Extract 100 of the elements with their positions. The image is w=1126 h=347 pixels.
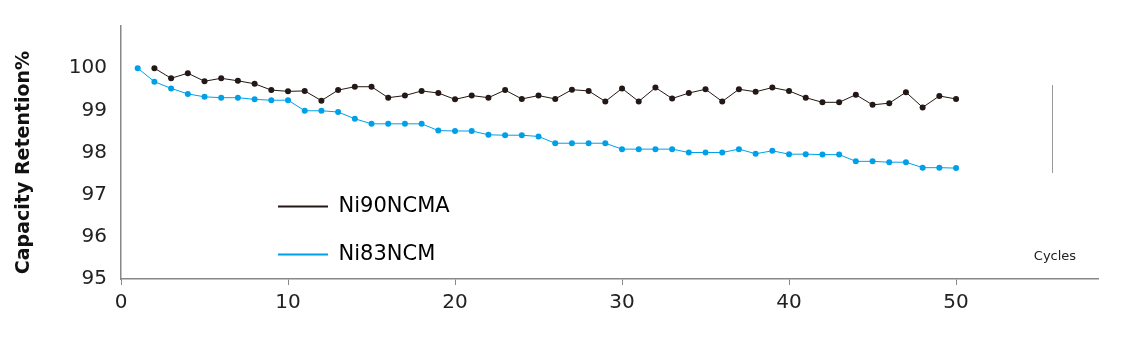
y-tick-label: 100 xyxy=(68,54,107,79)
x-axis-title: Cycles xyxy=(1033,248,1077,264)
point xyxy=(351,83,358,90)
x-tick-label: 40 xyxy=(776,289,802,314)
point xyxy=(836,151,843,158)
point xyxy=(619,146,626,153)
point xyxy=(953,95,960,102)
point xyxy=(502,132,509,139)
point xyxy=(685,90,692,97)
point xyxy=(168,75,175,82)
point xyxy=(568,86,575,93)
y-tick-label: 96 xyxy=(81,223,107,248)
point xyxy=(635,98,642,105)
point xyxy=(485,94,492,101)
point xyxy=(151,78,158,85)
point xyxy=(285,97,292,104)
x-tick-label: 10 xyxy=(275,289,301,314)
point xyxy=(919,164,926,171)
point xyxy=(886,159,893,166)
point xyxy=(401,120,408,127)
point xyxy=(735,146,742,153)
point xyxy=(301,87,308,94)
point xyxy=(852,158,859,165)
point xyxy=(886,100,893,107)
point xyxy=(518,95,525,102)
point xyxy=(869,101,876,108)
point xyxy=(786,87,793,94)
point xyxy=(719,98,726,105)
point xyxy=(452,128,459,134)
point xyxy=(585,140,592,147)
point xyxy=(902,89,909,96)
point xyxy=(619,85,626,92)
point xyxy=(452,96,459,103)
point xyxy=(385,94,392,101)
point xyxy=(184,90,191,97)
point xyxy=(752,88,759,95)
point xyxy=(168,85,175,92)
point xyxy=(669,95,676,102)
point xyxy=(602,98,609,105)
x-tick-label: 30 xyxy=(609,289,635,314)
point xyxy=(201,78,208,85)
point xyxy=(836,99,843,106)
point xyxy=(184,70,191,77)
point xyxy=(652,84,659,91)
x-tick-label: 20 xyxy=(442,289,468,314)
point xyxy=(351,115,358,122)
point xyxy=(802,94,809,101)
point xyxy=(552,140,559,147)
point xyxy=(819,99,826,106)
point xyxy=(535,92,542,99)
point xyxy=(953,165,960,172)
point xyxy=(268,97,275,104)
point xyxy=(919,104,926,111)
point xyxy=(335,87,342,94)
point xyxy=(936,164,943,171)
point xyxy=(735,86,742,93)
point xyxy=(234,94,241,101)
point xyxy=(702,86,709,93)
point xyxy=(552,95,559,102)
legend-label: Ni83NCM xyxy=(338,240,436,265)
point xyxy=(702,149,709,156)
point xyxy=(852,91,859,98)
point xyxy=(719,149,726,156)
point xyxy=(435,127,442,134)
point xyxy=(435,90,442,97)
point xyxy=(869,158,876,165)
point xyxy=(318,97,325,104)
y-tick-label: 98 xyxy=(81,138,107,163)
point xyxy=(335,109,342,116)
point xyxy=(685,149,692,156)
point xyxy=(418,87,425,94)
point xyxy=(769,147,776,154)
point xyxy=(669,146,676,153)
point xyxy=(251,80,258,87)
point xyxy=(134,65,141,72)
point xyxy=(652,146,659,153)
point xyxy=(769,84,776,91)
legend-label: Ni90NCMA xyxy=(338,192,451,217)
point xyxy=(318,107,325,114)
point xyxy=(468,92,475,99)
y-tick-label: 95 xyxy=(81,265,107,290)
point xyxy=(368,83,375,90)
point xyxy=(535,133,542,140)
point xyxy=(301,107,308,114)
point xyxy=(635,146,642,153)
x-tick-label: 50 xyxy=(943,289,969,314)
y-axis-title: Capacity Retention% xyxy=(10,50,33,275)
point xyxy=(518,132,525,139)
point xyxy=(201,93,208,100)
point xyxy=(819,151,826,158)
x-tick-label: 0 xyxy=(114,289,128,314)
point xyxy=(936,93,943,99)
point xyxy=(234,77,241,84)
point xyxy=(251,96,258,103)
point xyxy=(418,120,425,127)
point xyxy=(752,150,759,157)
point xyxy=(218,75,225,82)
point xyxy=(502,87,509,94)
point xyxy=(485,131,492,138)
point xyxy=(802,151,809,158)
